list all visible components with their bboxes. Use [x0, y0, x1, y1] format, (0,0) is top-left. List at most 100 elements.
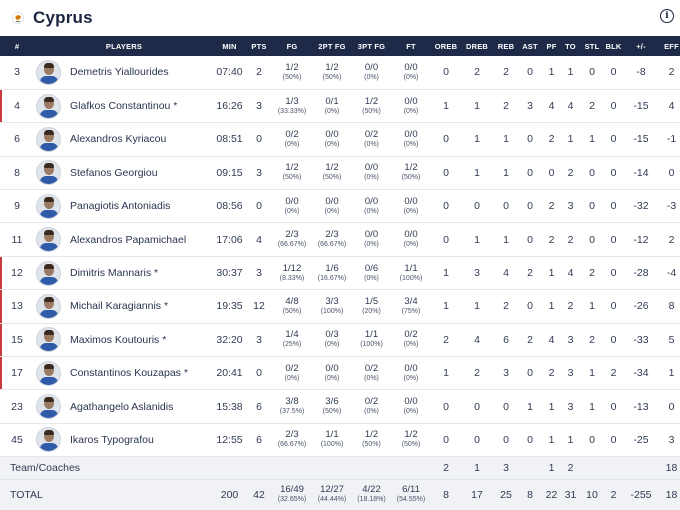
col-stl-header[interactable]: STL [584, 41, 600, 51]
player-name[interactable]: Alexandros Kyriacou [70, 133, 167, 146]
player-name[interactable]: Maximos Koutouris * [70, 333, 167, 346]
player-cell[interactable]: Glafkos Constantinou * [34, 89, 214, 122]
player-cell[interactable]: Alexandros Papamichael [34, 223, 214, 256]
col-eff-header[interactable]: EFF [664, 41, 679, 51]
points: 0 [256, 367, 262, 380]
col-2pt-fg-header[interactable]: 2PT FG [318, 41, 346, 51]
col-min-header[interactable]: MIN [222, 41, 237, 51]
stat-reb: 2 [503, 100, 509, 113]
stat-reb: 2 [503, 66, 509, 79]
field-goals-made-attempted: 1/4 [285, 329, 299, 341]
player-row[interactable]: 9 Panagiotis Antoniadis 08:56 0 0/0 (0%) 0/0 (0… [0, 190, 680, 223]
player-name[interactable]: Alexandros Papamichael [70, 233, 187, 246]
free-throws-made-attempted: 0/0 [404, 396, 418, 408]
col-oreb-header[interactable]: OREB [434, 41, 458, 51]
three-point-fg: 0/6 (0%) [353, 256, 390, 289]
col-number-header[interactable]: # [14, 41, 20, 51]
total-stat-stl: 10 [586, 488, 598, 501]
stat-oreb: 0 [443, 433, 449, 446]
col-blk-header[interactable]: BLK [605, 41, 622, 51]
team-coaches-row: Team/Coaches 2 1 3 1 2 18 [0, 456, 680, 480]
stat-ast: 2 [527, 333, 533, 346]
total-stat-blk: 2 [610, 488, 617, 501]
stat-pm: -33 [633, 333, 649, 346]
col-ft-header[interactable]: FT [406, 41, 416, 51]
player-name[interactable]: Dimitris Mannaris * [70, 267, 159, 280]
points: 3 [256, 267, 262, 280]
col-ast-header[interactable]: AST [522, 41, 538, 51]
col-reb-header[interactable]: REB [497, 41, 515, 51]
player-name[interactable]: Panagiotis Antoniadis [70, 200, 171, 213]
player-cell[interactable]: Stefanos Georgiou [34, 156, 214, 189]
player-cell[interactable]: Michail Karagiannis * [34, 290, 214, 323]
player-cell[interactable]: Demetris Yiallourides [34, 56, 214, 89]
two-point-fg-made-attempted: 3/6 [325, 396, 339, 408]
col-pts-header[interactable]: PTS [251, 41, 267, 51]
player-name[interactable]: Constantinos Kouzapas * [70, 367, 188, 380]
player-row[interactable]: 15 Maximos Koutouris * 32:20 3 1/4 (25%) 0/3 (0… [0, 323, 680, 357]
player-name[interactable]: Stefanos Georgiou [70, 166, 158, 179]
stat-ast: 1 [527, 400, 533, 413]
col-plus-minus-header[interactable]: +/- [636, 41, 646, 51]
two-point-fg: 2/3 (66.67%) [311, 223, 353, 256]
col-to-header[interactable]: TO [565, 41, 576, 51]
three-point-fg-percentage: (50%) [362, 107, 381, 115]
stat-dreb: 4 [474, 333, 480, 346]
col-dreb-header[interactable]: DREB [465, 41, 489, 51]
total-free-throws: 6/11 (54.55%) [390, 480, 432, 510]
player-row[interactable]: 12 Dimitris Mannaris * 30:37 3 1/12 (8.33%) 1/… [0, 256, 680, 290]
player-row[interactable]: 13 Michail Karagiannis * 19:35 12 4/8 (50%) 3/… [0, 290, 680, 324]
player-cell[interactable]: Maximos Koutouris * [34, 323, 214, 356]
free-throws: 1/2 (50%) [390, 423, 432, 456]
player-name[interactable]: Glafkos Constantinou * [70, 100, 178, 113]
field-goals-percentage: (50%) [282, 174, 302, 182]
field-goals-made-attempted: 0/0 [285, 195, 299, 207]
player-number: 4 [0, 89, 34, 122]
field-goals-percentage: (0%) [284, 140, 300, 148]
player-cell[interactable]: Ikaros Typografou [34, 423, 214, 456]
info-icon[interactable]: i [660, 9, 674, 23]
two-point-fg-percentage: (50%) [322, 408, 342, 416]
stat-eff: 2 [668, 66, 675, 79]
col-fg-header[interactable]: FG [286, 41, 298, 51]
player-name[interactable]: Agathangelo Aslanidis [70, 400, 174, 413]
stat-blk: 0 [610, 200, 617, 213]
stat-dreb: 1 [474, 166, 480, 179]
player-cell[interactable]: Panagiotis Antoniadis [34, 190, 214, 223]
col-players-header[interactable]: PLAYERS [105, 41, 143, 51]
three-point-fg-made-attempted: 1/2 [364, 429, 379, 441]
stat-blk: 0 [610, 267, 617, 280]
field-goals-made-attempted: 1/2 [285, 162, 299, 174]
two-point-fg-percentage: (100%) [320, 441, 344, 449]
player-row[interactable]: 4 Glafkos Constantinou * 16:26 3 1/3 (33.33%)… [0, 89, 680, 123]
player-row[interactable]: 11 Alexandros Papamichael 17:06 4 2/3 (66.67%… [0, 223, 680, 257]
player-cell[interactable]: Alexandros Kyriacou [34, 123, 214, 156]
player-row[interactable]: 3 Demetris Yiallourides 07:40 2 1/2 (50%) 1/2(… [0, 56, 680, 90]
free-throws: 3/4 (75%) [390, 290, 432, 323]
player-row[interactable]: 23 Agathangelo Aslanidis 15:38 6 3/8 (37.5%) 3… [0, 390, 680, 424]
stat-dreb: 0 [474, 200, 480, 213]
player-avatar [36, 327, 61, 353]
player-cell[interactable]: Constantinos Kouzapas * [34, 357, 214, 390]
player-row[interactable]: 8 Stefanos Georgiou 09:15 3 1/2 (50%) 1/2 (50%)… [0, 156, 680, 190]
points: 3 [256, 166, 262, 179]
stat-eff: -4 [666, 267, 677, 280]
stat-pf: 1 [548, 267, 555, 280]
player-cell[interactable]: Agathangelo Aslanidis [34, 390, 214, 423]
three-point-fg: 1/2 (50%) [353, 423, 390, 456]
player-cell[interactable]: Dimitris Mannaris * [34, 256, 214, 289]
player-name[interactable]: Ikaros Typografou [70, 433, 154, 446]
minutes: 15:38 [216, 400, 243, 413]
player-name[interactable]: Demetris Yiallourides [70, 66, 169, 79]
col-pf-header[interactable]: PF [546, 41, 557, 51]
stat-pf: 2 [548, 367, 555, 380]
player-name[interactable]: Michail Karagiannis * [70, 300, 169, 313]
col-3pt-fg-header[interactable]: 3PT FG [357, 41, 386, 51]
player-row[interactable]: 45 Ikaros Typografou 12:55 6 2/3 (66.67%) 1/1(… [0, 423, 680, 457]
stat-pm: -34 [633, 367, 649, 380]
minutes: 09:15 [216, 166, 243, 179]
player-row[interactable]: 17 Constantinos Kouzapas * 20:41 0 0/2 (0%) 0/… [0, 357, 680, 390]
two-point-fg-percentage: (50%) [322, 73, 342, 81]
player-number: 12 [0, 256, 34, 289]
player-row[interactable]: 6 Alexandros Kyriacou 08:51 0 0/2 (0%) 0/0 (0%)… [0, 123, 680, 157]
